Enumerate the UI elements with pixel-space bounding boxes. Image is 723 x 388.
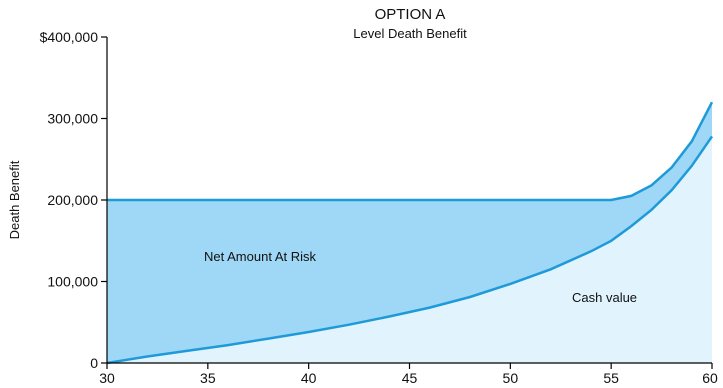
x-tick-label: 50 bbox=[503, 370, 519, 386]
x-tick-label: 35 bbox=[200, 370, 216, 386]
chart-subtitle: Level Death Benefit bbox=[353, 26, 467, 41]
x-axis-ticks: 30 35 40 45 50 55 60 bbox=[99, 363, 718, 386]
y-tick-label: 100,000 bbox=[47, 274, 98, 290]
y-tick-label: 0 bbox=[90, 355, 98, 371]
y-axis-label: Death Benefit bbox=[7, 160, 22, 239]
y-tick-label: 300,000 bbox=[47, 111, 98, 127]
x-tick-label: 55 bbox=[603, 370, 619, 386]
death-benefit-line bbox=[107, 101, 714, 202]
x-tick-label: 40 bbox=[301, 370, 317, 386]
x-tick-label: 30 bbox=[99, 370, 115, 386]
x-tick-label: 45 bbox=[402, 370, 418, 386]
y-tick-label: 200,000 bbox=[47, 192, 98, 208]
net-amount-at-risk-area bbox=[107, 102, 712, 363]
annotation-cash-value: Cash value bbox=[572, 290, 637, 305]
x-tick-label: 60 bbox=[702, 370, 718, 386]
annotation-net-amount-at-risk: Net Amount At Risk bbox=[204, 249, 316, 264]
cash-value-area bbox=[107, 136, 712, 363]
y-axis-ticks: 0 100,000 200,000 300,000 $400,000 bbox=[40, 29, 107, 371]
cash-value-line bbox=[106, 135, 714, 365]
chart-title: OPTION A bbox=[375, 6, 446, 23]
y-tick-label: $400,000 bbox=[40, 29, 99, 45]
